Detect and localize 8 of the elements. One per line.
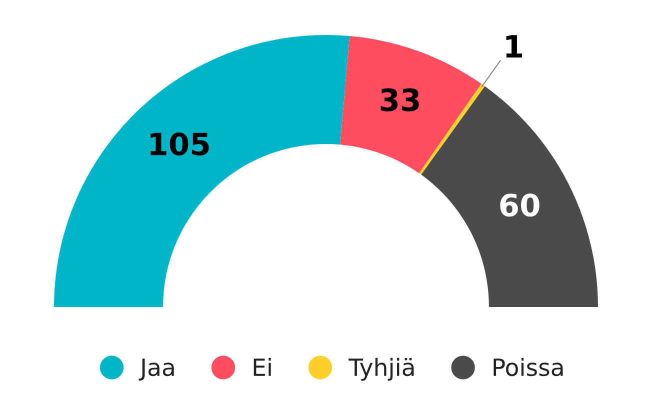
- legend-label: Ei: [254, 358, 271, 376]
- legend-label: Poissa: [494, 358, 563, 376]
- legend-label: Tyhjiä: [348, 358, 414, 381]
- legend-label: Jaa: [138, 358, 174, 381]
- data-label: 105: [150, 132, 209, 156]
- data-label: 60: [500, 194, 540, 217]
- data-label: 1: [506, 35, 522, 58]
- data-label: 33: [380, 88, 419, 112]
